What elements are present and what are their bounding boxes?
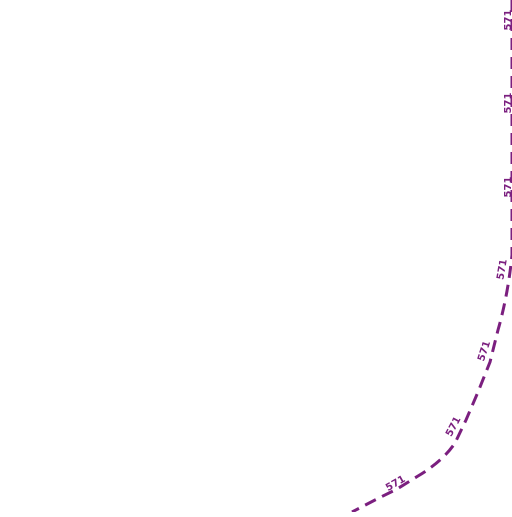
- route-571-line[interactable]: [351, 0, 512, 514]
- route-label-571: 571: [384, 474, 408, 494]
- route-label-571: 571: [503, 93, 512, 114]
- route-label-571: 571: [495, 258, 509, 281]
- route-label-571: 571: [444, 415, 464, 439]
- route-label-571: 571: [503, 10, 512, 31]
- route-label-571: 571: [503, 177, 512, 198]
